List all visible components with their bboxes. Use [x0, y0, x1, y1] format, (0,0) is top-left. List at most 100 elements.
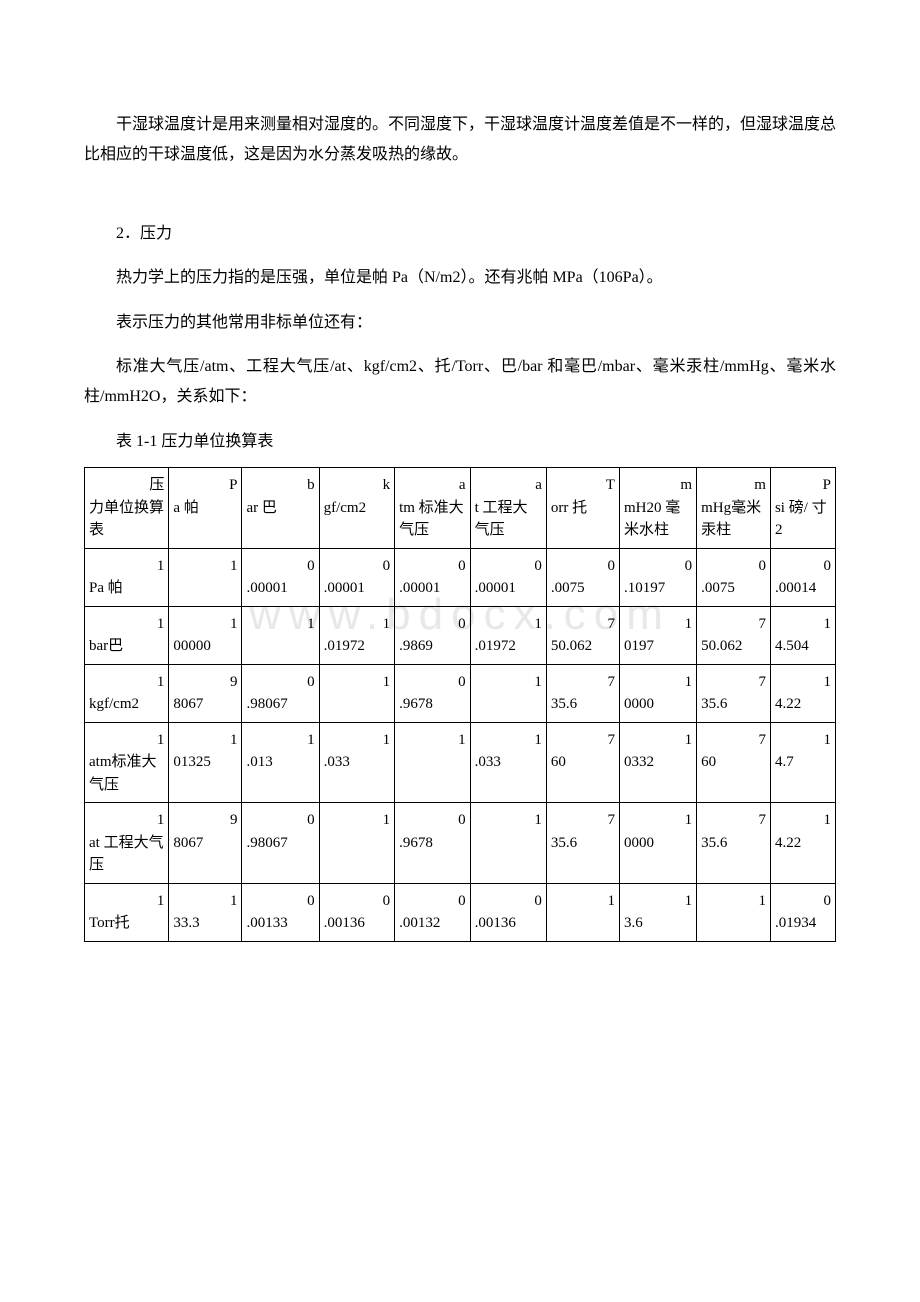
paragraph-intro: 干湿球温度计是用来测量相对湿度的。不同湿度下，干湿球温度计温度差值是不一样的，但…	[84, 110, 836, 171]
table-cell: 0.10197	[619, 548, 696, 606]
cell-lead: 1	[89, 890, 164, 913]
table-cell: 1	[319, 803, 394, 884]
table-cell: 0.01934	[770, 883, 835, 941]
cell-rest: .01934	[775, 912, 831, 935]
cell-rest: 4.22	[775, 693, 831, 716]
cell-rest: .033	[475, 751, 542, 774]
cell-lead: 1	[624, 671, 692, 694]
cell-lead: 0	[246, 890, 314, 913]
cell-lead: 7	[701, 729, 766, 752]
table-cell: 10000	[619, 803, 696, 884]
cell-lead: 0	[624, 555, 692, 578]
table-header-cell: bar 巴	[242, 468, 319, 549]
cell-rest: bar巴	[89, 635, 164, 658]
table-header-cell: mmHg毫米汞柱	[697, 468, 771, 549]
table-row: 1Pa 帕10.000010.000010.000010.000010.0075…	[85, 548, 836, 606]
cell-lead: 1	[324, 671, 390, 694]
cell-rest: .9678	[399, 693, 465, 716]
cell-lead: 1	[475, 729, 542, 752]
cell-rest: .00001	[324, 577, 390, 600]
cell-rest: .00014	[775, 577, 831, 600]
cell-lead: 7	[551, 671, 615, 694]
table-cell: 1at 工程大气压	[85, 803, 169, 884]
table-cell: 0.0075	[697, 548, 771, 606]
cell-lead: 1	[775, 729, 831, 752]
cell-rest: .00133	[246, 912, 314, 935]
table-cell: 14.504	[770, 606, 835, 664]
table-cell: 1Pa 帕	[85, 548, 169, 606]
paragraph-other-units: 表示压力的其他常用非标单位还有：	[84, 308, 836, 338]
cell-rest: atm标准大气压	[89, 751, 164, 796]
cell-lead: 9	[173, 809, 237, 832]
table-cell: 1kgf/cm2	[85, 664, 169, 722]
cell-lead: 1	[246, 613, 314, 636]
cell-lead: 1	[173, 613, 237, 636]
paragraph-pressure-def: 热力学上的压力指的是压强，单位是帕 Pa（N/m2）。还有兆帕 MPa（106P…	[84, 263, 836, 293]
table-cell: 1.01972	[470, 606, 546, 664]
cell-lead: 1	[701, 890, 766, 913]
cell-rest: Torr托	[89, 912, 164, 935]
cell-rest: .013	[246, 751, 314, 774]
cell-lead: 1	[89, 809, 164, 832]
cell-rest: 4.504	[775, 635, 831, 658]
table-cell: 735.6	[546, 803, 619, 884]
cell-rest: .9678	[399, 832, 465, 855]
table-row: 1bar巴10000011.019720.98691.01972750.0621…	[85, 606, 836, 664]
cell-rest: mH20 毫米水柱	[624, 497, 692, 542]
cell-lead: 7	[701, 671, 766, 694]
table-cell: 750.062	[697, 606, 771, 664]
table-cell: 750.062	[546, 606, 619, 664]
cell-rest: .9869	[399, 635, 465, 658]
cell-rest: .0075	[701, 577, 766, 600]
cell-lead: 0	[399, 671, 465, 694]
table-cell: 10197	[619, 606, 696, 664]
table-cell: 760	[546, 722, 619, 803]
cell-rest: .00132	[399, 912, 465, 935]
cell-lead: 7	[701, 613, 766, 636]
cell-lead: 7	[551, 613, 615, 636]
page-content: 干湿球温度计是用来测量相对湿度的。不同湿度下，干湿球温度计温度差值是不一样的，但…	[84, 110, 836, 942]
table-row: 1atm标准大气压1013251.0131.03311.033760103327…	[85, 722, 836, 803]
table-header-cell: at 工程大气压	[470, 468, 546, 549]
table-header-cell: kgf/cm2	[319, 468, 394, 549]
table-row: 1at 工程大气压980670.9806710.96781735.6100007…	[85, 803, 836, 884]
table-cell: 1.033	[319, 722, 394, 803]
cell-rest: 35.6	[701, 693, 766, 716]
cell-rest: 0332	[624, 751, 692, 774]
cell-lead: 7	[551, 729, 615, 752]
table-header-cell: 压力单位换算表	[85, 468, 169, 549]
cell-lead: P	[775, 474, 831, 497]
cell-lead: 1	[624, 613, 692, 636]
cell-rest: .0075	[551, 577, 615, 600]
table-cell: 0.9678	[395, 664, 470, 722]
cell-rest: t 工程大气压	[475, 497, 542, 542]
cell-lead: 0	[399, 613, 465, 636]
table-cell: 0.9869	[395, 606, 470, 664]
cell-lead: 1	[775, 613, 831, 636]
cell-rest: 0000	[624, 693, 692, 716]
table-cell: 1	[169, 548, 242, 606]
table-cell: 100000	[169, 606, 242, 664]
table-cell: 1atm标准大气压	[85, 722, 169, 803]
cell-rest: gf/cm2	[324, 497, 390, 520]
cell-rest: 35.6	[701, 832, 766, 855]
table-cell: 0.00001	[242, 548, 319, 606]
table-cell: 0.00001	[470, 548, 546, 606]
cell-lead: 0	[399, 809, 465, 832]
table-cell: 0.00136	[319, 883, 394, 941]
cell-rest: a 帕	[173, 497, 237, 520]
cell-rest: 00000	[173, 635, 237, 658]
table-cell: 0.00132	[395, 883, 470, 941]
cell-lead: 0	[399, 890, 465, 913]
cell-rest: .01972	[475, 635, 542, 658]
cell-lead: 0	[701, 555, 766, 578]
cell-lead: 1	[89, 613, 164, 636]
cell-lead: 0	[551, 555, 615, 578]
cell-lead: 1	[399, 729, 465, 752]
table-cell: 735.6	[697, 803, 771, 884]
table-cell: 0.00136	[470, 883, 546, 941]
table-cell: 0.0075	[546, 548, 619, 606]
cell-lead: a	[475, 474, 542, 497]
table-cell: 10000	[619, 664, 696, 722]
cell-lead: b	[246, 474, 314, 497]
